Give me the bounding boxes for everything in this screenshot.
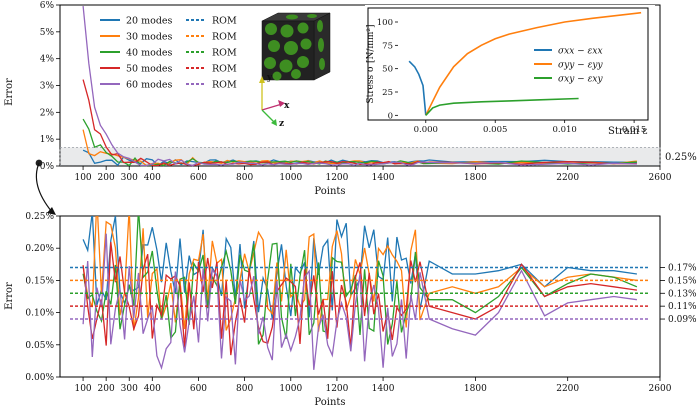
triad-label-y: y <box>266 73 273 83</box>
bottom-x-tick-label: 400 <box>144 384 161 394</box>
top-y-tick-label: 2% <box>40 108 55 118</box>
rom-value-label: 0.09% <box>668 315 697 325</box>
legend-rom-entry: ROM <box>212 48 237 59</box>
bottom-y-tick-label: 0.20% <box>25 244 54 254</box>
top-zoom-band <box>59 147 661 166</box>
bottom-x-tick-label: 200 <box>98 384 115 394</box>
inset-y-tick-label: 25 <box>382 88 393 98</box>
top-x-tick-label: 1800 <box>464 173 487 183</box>
inset-x-tick-label: 0.000 <box>414 125 438 135</box>
top-x-tick-label: 300 <box>121 173 138 183</box>
bottom-series-line <box>82 216 638 345</box>
legend-entry: 40 modes <box>126 48 173 59</box>
bottom-series-line <box>82 233 637 370</box>
bottom-x-axis-label: Points <box>314 397 345 408</box>
band-label: 0.25% <box>665 152 697 163</box>
rom-value-label: 0.15% <box>668 276 697 286</box>
bottom-x-tick-label: 1200 <box>325 384 348 394</box>
inset-y-tick-label: 50 <box>382 65 393 75</box>
inset-y-tick-label: 100 <box>377 18 393 28</box>
bottom-x-tick-label: 1800 <box>464 384 487 394</box>
top-y-tick-label: 4% <box>40 55 55 65</box>
inset-legend-entry: σxx − εxx <box>558 47 603 57</box>
top-y-tick-label: 6% <box>40 1 55 11</box>
stress-strain-inset: 0.000 0.005 0.010 0.015 0 25 50 75 100 σxx − εxx… <box>365 5 655 137</box>
bottom-plot-frame <box>59 215 661 378</box>
top-x-tick-label: 1200 <box>325 173 348 183</box>
bottom-x-tick-label: 600 <box>190 384 207 394</box>
bottom-x-tick-label: 300 <box>121 384 138 394</box>
bottom-y-tick-label: 0.05% <box>25 341 54 351</box>
zoom-connector <box>35 159 56 215</box>
inset-x-axis-label: Strain ε <box>608 126 648 137</box>
bottom-y-axis-label: Error <box>4 282 15 310</box>
rve-cube-image <box>261 12 331 81</box>
inset-x-tick-label: 0.010 <box>552 125 576 135</box>
bottom-x-tick-label: 800 <box>236 384 253 394</box>
top-y-tick-label: 1% <box>40 135 55 145</box>
top-x-tick-label: 2200 <box>556 173 579 183</box>
bottom-y-tick-label: 0.10% <box>25 309 54 319</box>
top-x-tick-label: 1400 <box>372 173 395 183</box>
legend-entry: 60 modes <box>126 80 173 91</box>
top-y-tick-label: 0% <box>40 162 55 172</box>
inset-legend-entry: σxy − εxy <box>558 75 603 85</box>
rom-value-label: 0.13% <box>668 289 697 299</box>
inset-series-line <box>425 97 579 116</box>
bottom-x-tick-label: 1400 <box>372 384 395 394</box>
legend-entry: 20 modes <box>126 16 173 27</box>
top-x-axis-label: Points <box>314 186 345 197</box>
triad-label-z: z <box>279 119 284 129</box>
inset-legend-entry: σyy − εyy <box>558 61 603 71</box>
top-x-tick-label: 100 <box>74 173 91 183</box>
top-x-tick-label: 1000 <box>279 173 302 183</box>
legend-rom-entry: ROM <box>212 32 237 43</box>
inset-x-tick-label: 0.005 <box>483 125 507 135</box>
top-error-chart: 100 200 300 400 600 800 1000 1200 1400 1800 2200 26… <box>4 1 697 197</box>
legend-rom-entry: ROM <box>212 16 237 27</box>
bottom-zoom-chart: 0.17% 0.15% 0.13% 0.11% 0.09% 100 200 300 400 60… <box>4 212 697 408</box>
inset-plot-frame <box>367 7 649 121</box>
legend-entry: 50 modes <box>126 64 173 75</box>
legend-rom-entry: ROM <box>212 64 237 75</box>
top-legend: 20 modes ROM 30 modes ROM 40 modes ROM 50 mode… <box>100 16 237 91</box>
bottom-x-tick-label: 1000 <box>279 384 302 394</box>
top-x-tick-label: 200 <box>98 173 115 183</box>
legend-entry: 30 modes <box>126 32 173 43</box>
inset-y-tick-label: 0 <box>388 111 393 121</box>
rom-value-label: 0.11% <box>668 302 697 312</box>
axis-triad: y x z <box>259 73 290 129</box>
bottom-y-tick-label: 0.15% <box>25 276 54 286</box>
rom-value-label: 0.17% <box>668 264 697 274</box>
top-y-tick-label: 5% <box>40 28 55 38</box>
inset-x-tick-label: 0.015 <box>622 125 646 135</box>
top-x-tick-label: 800 <box>236 173 253 183</box>
top-x-tick-label: 600 <box>190 173 207 183</box>
bottom-x-tick-label: 100 <box>74 384 91 394</box>
bottom-x-tick-label: 2600 <box>649 384 672 394</box>
inset-y-tick-label: 75 <box>382 41 393 51</box>
bottom-series-line <box>82 216 637 320</box>
bottom-y-tick-label: 0.00% <box>25 373 54 383</box>
inset-series-line <box>425 11 642 116</box>
top-x-tick-label: 2600 <box>649 173 672 183</box>
legend-rom-entry: ROM <box>212 80 237 91</box>
top-y-tick-label: 3% <box>40 82 55 92</box>
bottom-y-tick-label: 0.25% <box>25 212 54 222</box>
inset-legend: σxx − εxx σyy − εyy σxy − εxy <box>534 47 603 85</box>
top-y-axis-label: Error <box>4 78 15 106</box>
top-x-tick-label: 400 <box>144 173 161 183</box>
inset-y-axis-label: Stress σ [N/mm²] <box>366 24 376 103</box>
triad-label-x: x <box>284 101 290 111</box>
top-series-line <box>82 6 637 167</box>
bottom-x-tick-label: 2200 <box>556 384 579 394</box>
inset-series-line <box>408 60 427 116</box>
